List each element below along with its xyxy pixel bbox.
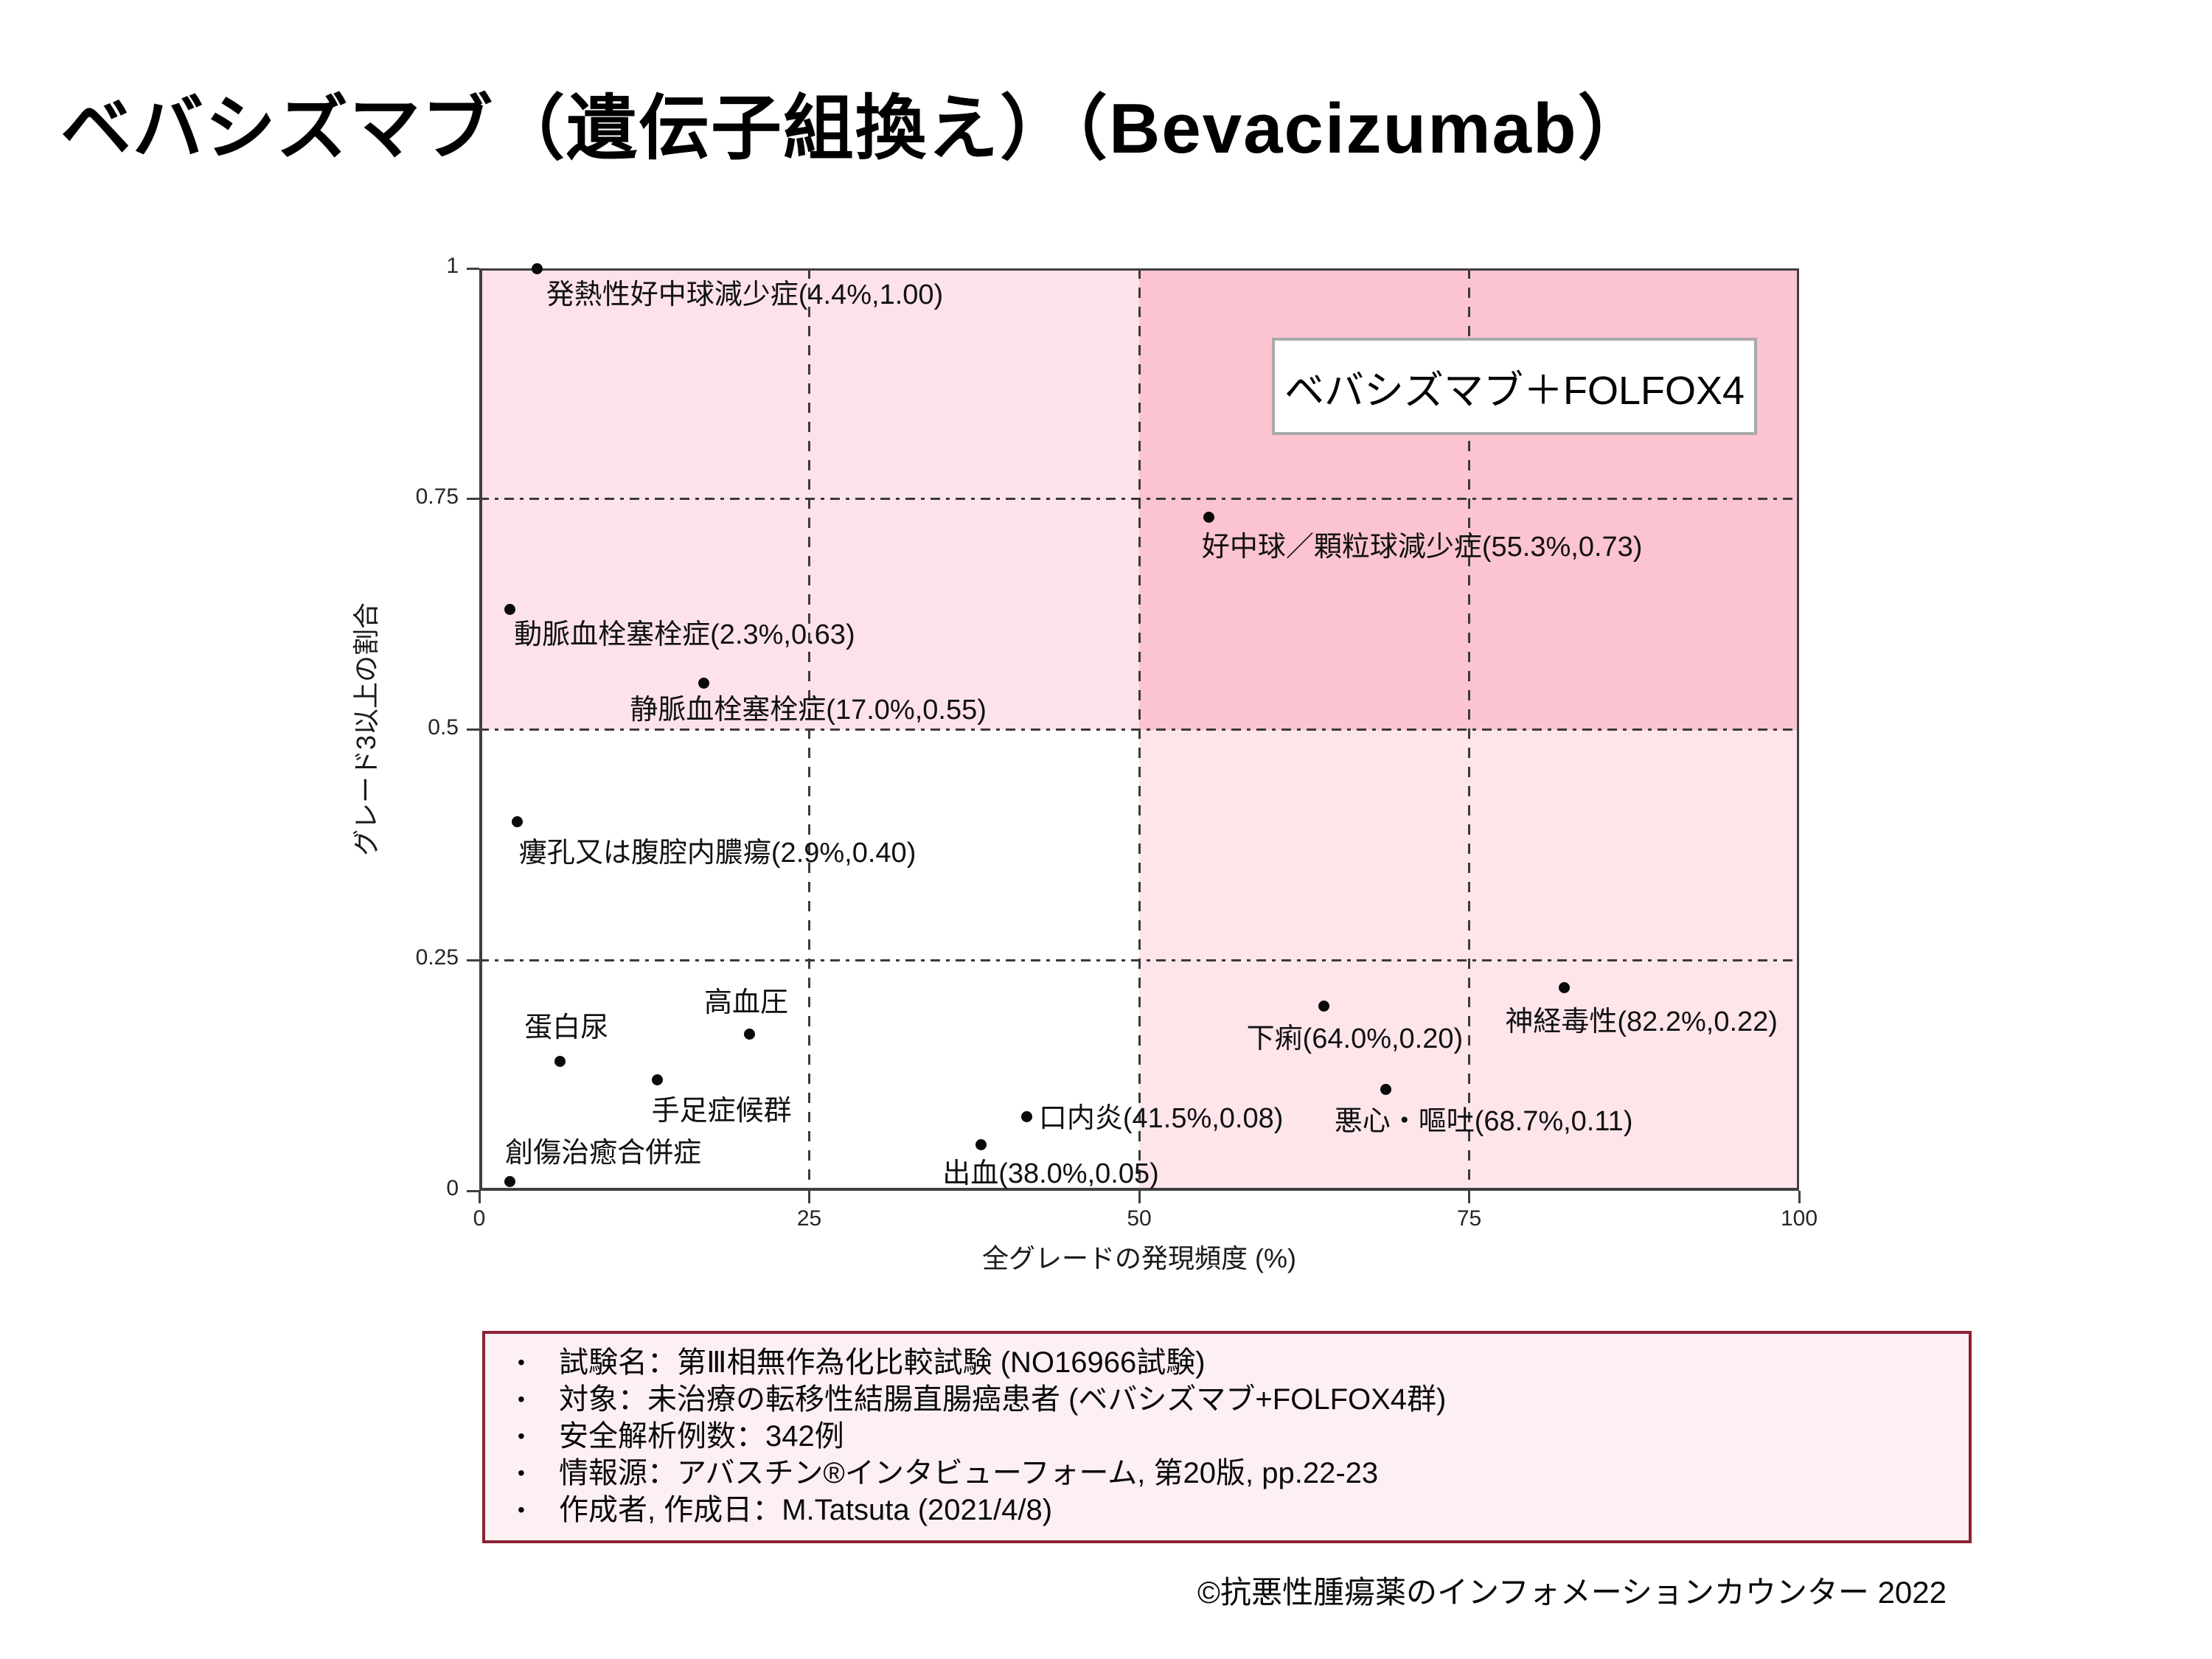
data-point-label: 創傷治癒合併症 (505, 1138, 702, 1169)
data-point (532, 262, 543, 274)
legend-box: ベバシズマブ＋FOLFOX4 (1272, 338, 1757, 435)
data-point-label: 瘻孔又は腹腔内膿瘍(2.9%,0.40) (518, 837, 917, 869)
note-item: • 試験名：第Ⅲ相無作為化比較試験 (NO16966試験) (507, 1344, 1947, 1381)
plot-frame-right (1797, 268, 1799, 1191)
x-axis-tick (478, 1191, 481, 1203)
y-axis-tick (467, 267, 479, 270)
data-point-label: 口内炎(41.5%,0.08) (1038, 1102, 1284, 1134)
data-point (1203, 512, 1215, 524)
y-axis-tick (467, 959, 479, 961)
y-axis-tick-label: 0.5 (428, 714, 459, 740)
data-point-label: 下痢(64.0%,0.20) (1246, 1023, 1464, 1054)
data-point (1558, 982, 1570, 994)
data-point-label: 静脈血栓塞栓症(17.0%,0.55) (630, 694, 987, 726)
copyright-text: ©抗悪性腫瘍薬のインフォメーションカウンター 2022 (1197, 1575, 1947, 1610)
data-point (504, 1175, 515, 1187)
plot-frame-top (479, 268, 1799, 271)
note-bullet: • (518, 1425, 525, 1447)
plot-frame-bottom (479, 1188, 1799, 1191)
data-point (1021, 1111, 1033, 1123)
y-axis-tick-label: 1 (446, 254, 459, 278)
horizontal-gridline (479, 959, 1799, 961)
x-axis-tick (1138, 1191, 1141, 1203)
data-point-label: 動脈血栓塞栓症(2.3%,0.63) (514, 619, 855, 650)
data-point (698, 678, 709, 689)
x-axis-tick (1798, 1191, 1801, 1203)
data-point-label: 出血(38.0%,0.05) (942, 1158, 1159, 1190)
note-text: 情報源：アバスチン®インタビューフォーム, 第20版, pp.22-23 (559, 1457, 1379, 1489)
data-point (975, 1138, 987, 1150)
y-axis-tick-label: 0.25 (415, 945, 459, 970)
x-axis-tick (808, 1191, 810, 1203)
note-text: 試験名：第Ⅲ相無作為化比較試験 (NO16966試験) (559, 1346, 1206, 1379)
data-point (744, 1028, 756, 1040)
note-item: • 情報源：アバスチン®インタビューフォーム, 第20版, pp.22-23 (507, 1455, 1947, 1492)
note-text: 作成者, 作成日：M.Tatsuta (2021/4/8) (559, 1494, 1053, 1526)
x-axis-tick-label: 25 (796, 1206, 822, 1231)
data-point (1380, 1083, 1392, 1095)
note-bullet: • (518, 1498, 525, 1521)
data-point-label: 悪心・嘔吐(68.7%,0.11) (1334, 1106, 1633, 1138)
notes-box: • 試験名：第Ⅲ相無作為化比較試験 (NO16966試験) • 対象：未治療の転移性結… (482, 1331, 1972, 1543)
y-axis-tick-label: 0 (446, 1176, 459, 1200)
plot-frame-left (479, 268, 482, 1191)
plot-area: ベバシズマブ＋FOLFOX4 発熱性好中球減少症(4.4%,1.00) 好中球／顆… (479, 262, 1799, 1191)
data-point-label: 好中球／顆粒球減少症(55.3%,0.73) (1201, 531, 1643, 563)
x-axis-tick-label: 0 (473, 1206, 486, 1231)
y-axis-tick (467, 1189, 479, 1192)
note-item: • 安全解析例数：342例 (507, 1418, 1947, 1455)
x-axis-tick (1468, 1191, 1470, 1203)
data-point-label: 蛋白尿 (524, 1012, 609, 1043)
data-point (504, 604, 515, 616)
x-axis-tick-label: 50 (1127, 1206, 1152, 1231)
data-point-label: 高血圧 (703, 987, 788, 1019)
y-axis-tick (467, 728, 479, 731)
note-text: 安全解析例数：342例 (559, 1420, 844, 1453)
legend-label: ベバシズマブ＋FOLFOX4 (1284, 368, 1745, 413)
y-axis-tick (467, 498, 479, 501)
data-point (554, 1056, 566, 1068)
data-point-label: 神経毒性(82.2%,0.22) (1505, 1006, 1778, 1037)
note-bullet: • (518, 1461, 525, 1484)
data-point (512, 816, 524, 828)
note-bullet: • (518, 1388, 525, 1411)
y-axis-tick-label: 0.75 (415, 484, 459, 509)
slide-title: ベバシズマブ（遺伝子組換え）（Bevacizumab） (60, 89, 1650, 168)
data-point (652, 1074, 664, 1086)
note-bullet: • (518, 1351, 525, 1374)
data-point (1318, 1001, 1330, 1012)
x-axis-tick-label: 75 (1456, 1206, 1482, 1231)
horizontal-gridline (479, 498, 1799, 501)
data-point-label: 手足症候群 (651, 1095, 792, 1127)
note-text: 対象：未治療の転移性結腸直腸癌患者 (ベバシズマブ+FOLFOX4群) (559, 1383, 1447, 1416)
horizontal-gridline (479, 728, 1799, 731)
x-axis-title: 全グレードの発現頻度 (%) (982, 1243, 1296, 1273)
data-point-label: 発熱性好中球減少症(4.4%,1.00) (546, 279, 944, 310)
note-item: • 作成者, 作成日：M.Tatsuta (2021/4/8) (507, 1492, 1947, 1528)
x-axis-tick-label: 100 (1780, 1206, 1818, 1231)
note-item: • 対象：未治療の転移性結腸直腸癌患者 (ベバシズマブ+FOLFOX4群) (507, 1381, 1947, 1418)
